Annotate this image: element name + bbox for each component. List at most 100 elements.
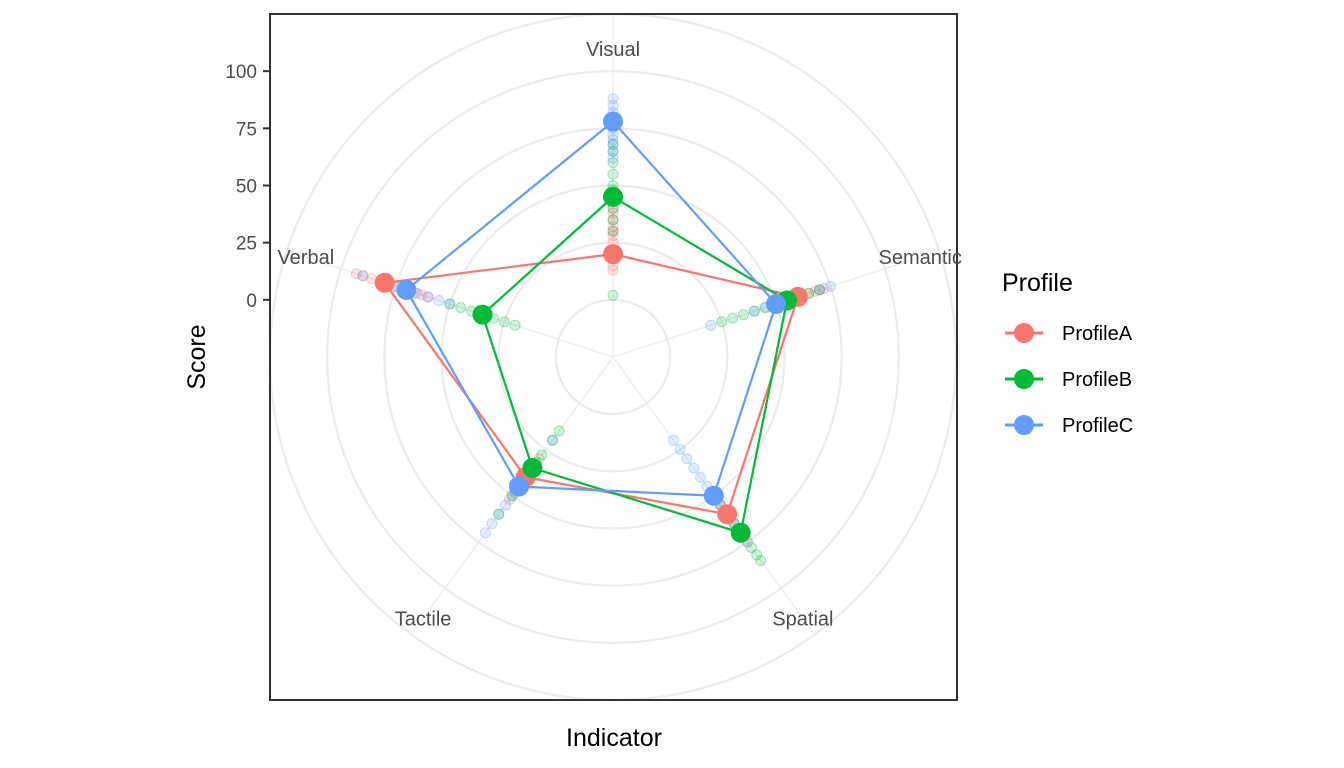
data-point	[607, 100, 619, 111]
data-point	[493, 508, 505, 520]
data-point	[688, 462, 700, 474]
data-point	[422, 291, 434, 303]
data-point	[416, 289, 428, 301]
y-tick-label: 75	[236, 119, 257, 140]
data-point	[814, 284, 826, 296]
legend-label: ProfileA	[1062, 323, 1133, 345]
legend-label: ProfileB	[1062, 369, 1132, 391]
data-point	[547, 434, 558, 446]
y-tick-label: 50	[236, 177, 257, 198]
x-axis-title: Indicator	[566, 724, 662, 752]
data-point	[444, 298, 456, 310]
data-point	[486, 518, 498, 529]
data-point	[825, 280, 836, 292]
data-point	[607, 93, 619, 105]
data-point	[357, 270, 369, 282]
mean-point	[766, 294, 787, 314]
y-axis: 0 25 50 75 100	[225, 62, 270, 312]
category-label: Spatial	[772, 608, 833, 630]
data-point	[738, 309, 749, 321]
mean-point	[508, 476, 529, 497]
data-point	[357, 270, 369, 282]
mean-point	[603, 186, 623, 207]
data-point	[500, 499, 511, 511]
data-point	[455, 302, 467, 313]
data-point	[607, 289, 619, 301]
data-point	[668, 434, 679, 446]
legend-key-marker	[1014, 415, 1034, 435]
data-point	[814, 284, 826, 296]
legend-key-marker	[1014, 323, 1034, 343]
grid-spoke	[286, 250, 614, 358]
data-point	[350, 268, 362, 280]
mean-point	[522, 458, 543, 478]
data-point	[818, 283, 830, 294]
mean-point	[396, 279, 417, 300]
data-point	[607, 168, 619, 180]
data-point	[607, 152, 619, 164]
data-point	[607, 221, 619, 233]
data-point	[727, 312, 739, 324]
category-labels: Visual Semantic Spatial Tactile Verbal	[277, 39, 961, 630]
data-point	[498, 316, 510, 328]
grid	[271, 15, 956, 699]
data-point	[607, 207, 619, 219]
data-point	[607, 145, 619, 157]
data-point	[607, 214, 619, 226]
legend: Profile ProfileA ProfileB ProfileC	[1002, 269, 1133, 437]
data-point	[751, 549, 763, 561]
data-point	[536, 449, 548, 461]
category-label: Verbal	[277, 247, 334, 269]
legend-label: ProfileC	[1062, 415, 1133, 437]
panel-border	[269, 13, 958, 701]
data-point	[716, 316, 728, 328]
data-point	[814, 284, 826, 296]
data-point	[493, 508, 505, 520]
y-axis-title: Score	[183, 324, 211, 389]
data-point	[504, 493, 515, 505]
data-point	[681, 453, 693, 465]
data-point	[674, 444, 686, 455]
data-point	[607, 157, 619, 169]
category-label: Visual	[586, 39, 640, 61]
data-point	[509, 319, 521, 331]
mean-markers	[374, 111, 808, 543]
data-point	[694, 471, 706, 483]
data-point	[607, 225, 619, 237]
mean-point	[703, 485, 724, 506]
grid-spoke	[410, 356, 614, 635]
data-point	[553, 425, 565, 437]
category-label: Tactile	[395, 608, 452, 630]
series-line	[404, 119, 778, 497]
legend-key-marker	[1014, 369, 1034, 389]
category-label: Semantic	[879, 247, 962, 269]
data-point	[607, 214, 619, 226]
mean-point	[374, 272, 395, 293]
mean-point	[603, 244, 623, 265]
data-point	[607, 145, 619, 157]
data-point	[607, 134, 619, 146]
y-tick-label: 100	[225, 62, 257, 83]
data-point	[547, 434, 558, 446]
y-tick-label: 25	[236, 234, 257, 255]
data-point	[809, 285, 821, 297]
data-point	[755, 555, 767, 566]
data-point	[748, 305, 760, 317]
data-point	[607, 225, 619, 237]
data-point	[607, 138, 619, 150]
data-point	[433, 295, 445, 306]
y-tick-label: 0	[246, 291, 257, 312]
data-point	[607, 138, 619, 150]
data-point	[607, 230, 619, 242]
mean-point	[603, 111, 623, 132]
data-point	[748, 305, 760, 317]
mean-point	[717, 504, 738, 525]
raw-points	[350, 93, 836, 566]
data-point	[745, 542, 757, 553]
legend-title: Profile	[1002, 269, 1073, 297]
mean-point	[730, 522, 751, 543]
data-point	[422, 291, 434, 303]
data-point	[444, 298, 456, 310]
mean-point	[472, 304, 493, 325]
